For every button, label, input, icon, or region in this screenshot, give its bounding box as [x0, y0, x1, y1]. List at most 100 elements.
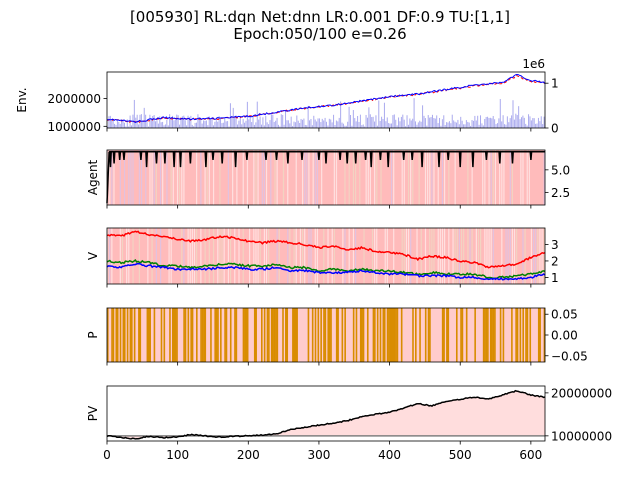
env-volume-bar: [448, 121, 450, 128]
v-stripe: [221, 228, 223, 284]
env-volume-bar: [176, 114, 178, 128]
env-volume-bar: [406, 115, 408, 128]
p-policy-bar: [183, 308, 185, 362]
env-volume-bar: [320, 122, 322, 128]
p-policy-bar: [492, 308, 495, 362]
env-volume-bar: [150, 118, 152, 128]
agent-stripe: [282, 150, 285, 205]
env-volume-bar: [484, 118, 486, 128]
env-volume-bar: [461, 120, 463, 128]
p-policy-bar: [276, 308, 279, 362]
v-stripe: [193, 228, 196, 284]
p-policy-bar: [187, 308, 190, 362]
p-policy-bar: [341, 308, 344, 362]
x-tick-label: 0: [103, 448, 111, 462]
env-volume-bar: [277, 124, 279, 128]
v-stripe: [159, 228, 162, 284]
env-volume-bar: [133, 99, 135, 128]
v-stripe: [522, 228, 524, 284]
v-stripe: [492, 228, 494, 284]
v-stripe: [217, 228, 219, 284]
p-policy-bar: [337, 308, 339, 362]
v-y-tick-label: 2: [551, 254, 559, 268]
agent-stripe: [219, 150, 221, 205]
env-volume-bar: [415, 121, 417, 128]
p-policy-bar: [447, 308, 450, 362]
agent-stripe: [501, 150, 503, 205]
v-stripe: [208, 228, 210, 284]
p-policy-bar: [324, 308, 327, 362]
env-volume-bar: [457, 119, 459, 128]
v-stripe: [263, 228, 266, 284]
p-policy-bar: [539, 308, 541, 362]
env-volume-bar: [186, 125, 188, 128]
env-volume-bar: [458, 124, 460, 128]
v-stripe: [363, 228, 365, 284]
agent-stripe: [503, 150, 505, 205]
p-policy-bar: [242, 308, 245, 362]
v-stripe: [509, 228, 511, 284]
p-policy-bar: [311, 308, 314, 362]
env-volume-bar: [422, 105, 424, 128]
v-stripe: [242, 228, 244, 284]
env-series-line: [106, 73, 546, 123]
v-stripe: [507, 228, 509, 284]
p-policy-bar: [335, 308, 338, 362]
env-volume-bar: [403, 119, 405, 128]
env-volume-bar: [328, 118, 330, 128]
v-stripe: [452, 228, 454, 284]
env-volume-bar: [229, 103, 231, 128]
agent-stripe: [522, 150, 524, 205]
v-stripe: [448, 228, 450, 284]
p-policy-bar: [427, 308, 430, 362]
env-volume-bar: [212, 125, 214, 128]
p-policy-bar: [376, 308, 379, 362]
v-stripe: [170, 228, 172, 284]
env-volume-bar: [292, 126, 294, 128]
env-volume-bar: [381, 116, 383, 128]
env-volume-bar: [109, 115, 111, 128]
env-volume-bar: [355, 121, 357, 128]
v-stripe: [111, 228, 113, 284]
env-volume-bar: [256, 101, 258, 128]
env-volume-bar: [410, 120, 412, 128]
p-policy-bar: [253, 308, 256, 362]
p-policy-bar: [516, 308, 519, 362]
v-stripe: [200, 228, 202, 284]
agent-stripe: [301, 150, 304, 205]
agent-stripe: [308, 150, 310, 205]
env-volume-bar: [454, 121, 456, 128]
env-volume-bar: [540, 116, 542, 128]
agent-stripe: [204, 150, 206, 205]
env-volume-bar: [290, 116, 292, 128]
v-stripe: [257, 228, 259, 284]
p-policy-bar: [174, 308, 177, 362]
v-stripe: [456, 228, 458, 284]
env-volume-bar: [122, 120, 124, 128]
env-volume-bar: [460, 116, 462, 128]
env-volume-bar: [203, 120, 205, 128]
pv-axes-frame: [106, 385, 546, 442]
p-policy-bar: [203, 308, 205, 362]
p-policy-bar: [543, 308, 546, 362]
v-stripe: [248, 228, 251, 284]
v-stripe: [333, 228, 335, 284]
env-volume-bar: [156, 120, 158, 128]
v-stripe: [539, 228, 541, 284]
agent-stripe: [393, 150, 395, 205]
env-volume-bar: [405, 126, 407, 128]
v-axes-frame: [106, 227, 546, 285]
v-series-line: [106, 259, 546, 279]
v-stripe: [204, 228, 206, 284]
v-stripe: [410, 228, 412, 284]
x-tick-label: 100: [166, 448, 189, 462]
env-volume-bar: [358, 121, 360, 128]
v-stripe: [229, 228, 232, 284]
agent-stripe: [352, 150, 355, 205]
agent-stripe: [369, 150, 371, 205]
agent-stripe: [236, 150, 238, 205]
env-volume-bar: [313, 115, 315, 128]
v-stripe: [416, 228, 418, 284]
env-volume-bar: [392, 115, 394, 128]
pv-value-line: [106, 389, 546, 440]
